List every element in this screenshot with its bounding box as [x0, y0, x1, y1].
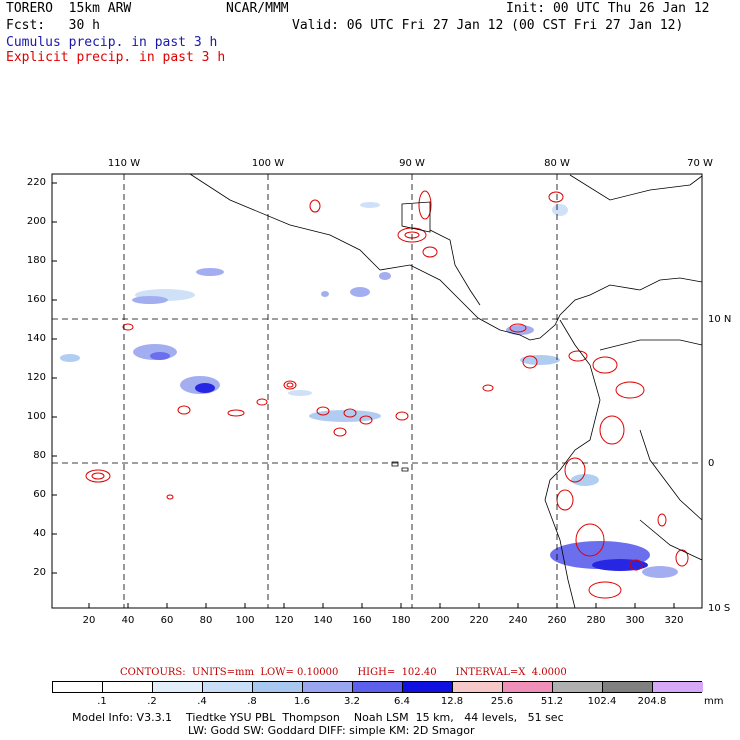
colorbar-cell — [653, 682, 703, 692]
x-tick-label: 40 — [122, 615, 135, 626]
model-physics: LW: Godd SW: Goddard DIFF: simple KM: 2D… — [188, 724, 475, 737]
x-tick-label: 20 — [83, 615, 96, 626]
lon-label: 80 W — [544, 158, 570, 169]
x-tick-label: 60 — [161, 615, 174, 626]
x-tick-label: 100 — [235, 615, 254, 626]
y-tick-label: 100 — [27, 411, 46, 422]
colorbar-cell — [153, 682, 203, 692]
colorbar-cell — [453, 682, 503, 692]
y-tick-label: 120 — [27, 372, 46, 383]
x-tick-label: 220 — [469, 615, 488, 626]
colorbar-cell — [553, 682, 603, 692]
cumulus-label: Cumulus precip. in past 3 h — [6, 35, 218, 50]
y-tick-label: 80 — [33, 450, 46, 461]
x-tick-label: 260 — [547, 615, 566, 626]
colorbar-label: .2 — [147, 696, 157, 707]
explicit-label: Explicit precip. in past 3 h — [6, 50, 226, 65]
colorbar-cell — [253, 682, 303, 692]
x-tick-label: 300 — [625, 615, 644, 626]
y-tick-label: 60 — [33, 489, 46, 500]
cumulus-precip-areas — [60, 202, 678, 578]
coastlines — [189, 173, 703, 609]
valid-time: Valid: 06 UTC Fri 27 Jan 12 (00 CST Fri … — [292, 18, 684, 33]
x-tick-label: 200 — [430, 615, 449, 626]
y-tick-label: 180 — [27, 255, 46, 266]
x-tick-label: 280 — [586, 615, 605, 626]
x-tick-label: 240 — [508, 615, 527, 626]
colorbar — [52, 681, 703, 693]
x-tick-label: 320 — [664, 615, 683, 626]
lat-label: 10 S — [708, 603, 730, 614]
map-frame — [51, 173, 703, 609]
colorbar-cell — [103, 682, 153, 692]
y-tick-label: 160 — [27, 294, 46, 305]
colorbar-cell — [403, 682, 453, 692]
model-title: TORERO 15km ARW — [6, 1, 132, 16]
colorbar-label: 6.4 — [394, 696, 410, 707]
x-tick-label: 80 — [200, 615, 213, 626]
colorbar-label: .8 — [247, 696, 257, 707]
x-tick-label: 160 — [352, 615, 371, 626]
colorbar-label: 1.6 — [294, 696, 310, 707]
colorbar-label: 12.8 — [440, 696, 464, 707]
colorbar-cell — [303, 682, 353, 692]
colorbar-cell — [503, 682, 553, 692]
init-time: Init: 00 UTC Thu 26 Jan 12 — [506, 1, 710, 16]
model-info: Model Info: V3.3.1 Tiedtke YSU PBL Thomp… — [72, 711, 564, 724]
colorbar-unit: mm — [704, 696, 724, 707]
colorbar-label: 3.2 — [344, 696, 360, 707]
contours-info: CONTOURS: UNITS=mm LOW= 0.10000 HIGH= 10… — [120, 667, 567, 678]
colorbar-label: 102.4 — [587, 696, 617, 707]
explicit-precip-contours — [85, 190, 689, 599]
y-tick-label: 220 — [27, 177, 46, 188]
y-tick-label: 40 — [33, 528, 46, 539]
lat-label: 10 N — [708, 314, 731, 325]
x-tick-label: 120 — [274, 615, 293, 626]
lon-label: 90 W — [399, 158, 425, 169]
colorbar-label: .4 — [197, 696, 207, 707]
graticule — [52, 174, 702, 608]
y-tick-label: 140 — [27, 333, 46, 344]
colorbar-cell — [53, 682, 103, 692]
colorbar-cell — [353, 682, 403, 692]
x-tick-label: 140 — [313, 615, 332, 626]
colorbar-label: 51.2 — [540, 696, 564, 707]
colorbar-label: .1 — [97, 696, 107, 707]
forecast-hour: Fcst: 30 h — [6, 18, 100, 33]
colorbar-label: 204.8 — [637, 696, 667, 707]
colorbar-cell — [603, 682, 653, 692]
y-tick-label: 200 — [27, 216, 46, 227]
colorbar-label: 25.6 — [490, 696, 514, 707]
lon-label: 110 W — [108, 158, 140, 169]
y-tick-label: 20 — [33, 567, 46, 578]
colorbar-cell — [203, 682, 253, 692]
x-tick-label: 180 — [391, 615, 410, 626]
org-label: NCAR/MMM — [226, 1, 289, 16]
lat-label: 0 — [708, 458, 714, 469]
lon-label: 70 W — [687, 158, 713, 169]
lon-label: 100 W — [252, 158, 284, 169]
